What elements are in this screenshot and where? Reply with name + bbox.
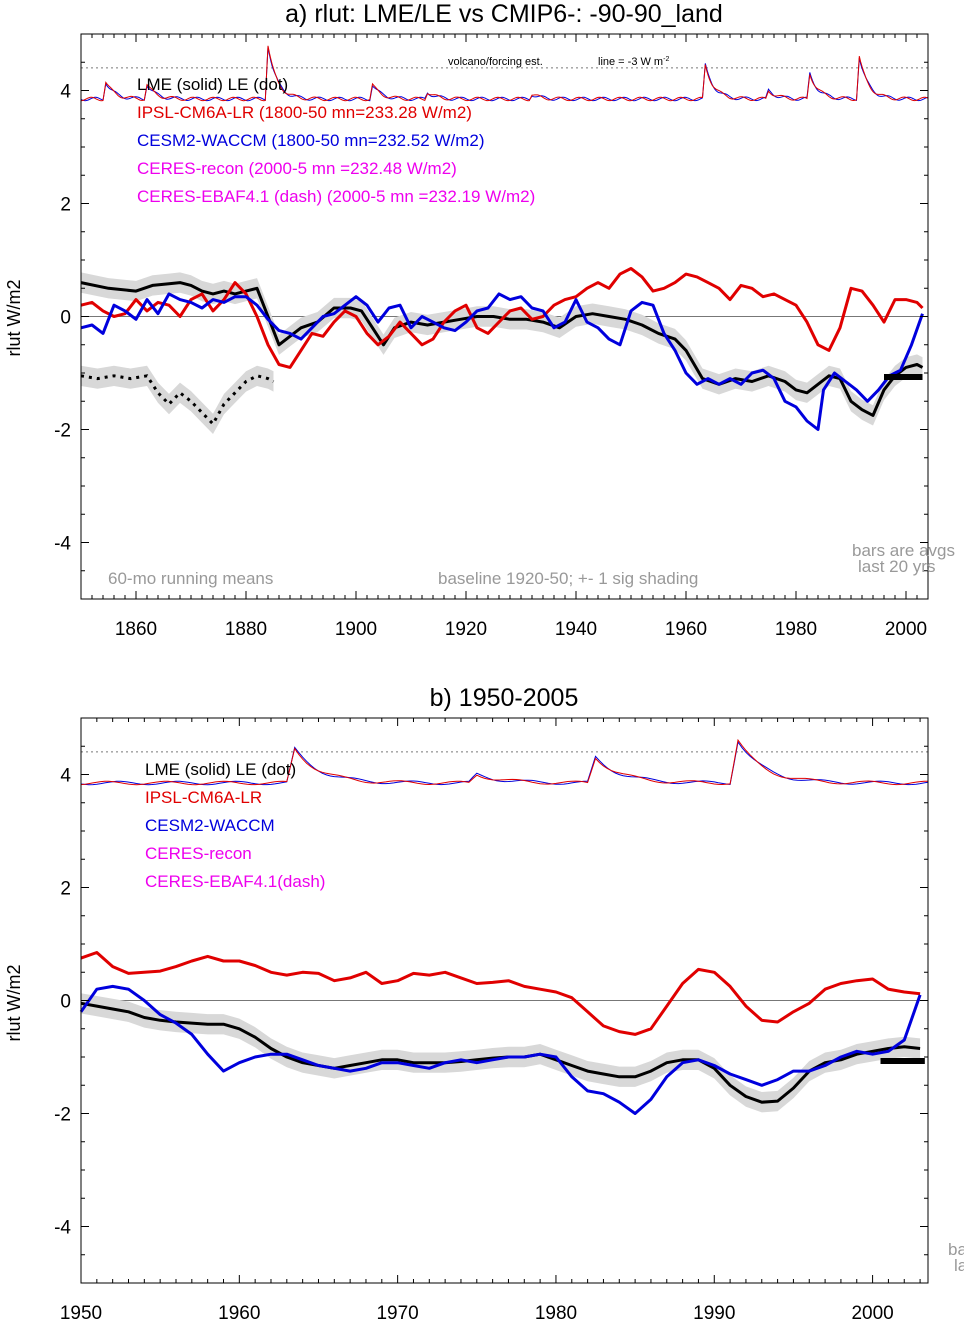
x-tick-label: 1900: [335, 619, 377, 640]
lme-shading: [81, 993, 921, 1113]
note-bars-2: last 20 yrs: [858, 557, 935, 576]
x-tick-label: 1970: [376, 1303, 418, 1324]
legend-ceres-recon: CERES-recon (2000-5 mn =232.48 W/m2): [137, 159, 457, 178]
cesm2-waccm-line: [80, 292, 924, 431]
legend-lme: LME (solid) LE (dot): [137, 75, 288, 94]
volcano-line-text: line = -3 W m: [598, 56, 663, 68]
x-tick-label: 1960: [665, 619, 707, 640]
legend-lme: LME (solid) LE (dot): [145, 760, 296, 779]
x-tick-label: 1860: [115, 619, 157, 640]
y-tick-label: 2: [60, 195, 71, 216]
volcano-cesm-line: [80, 46, 929, 102]
x-tick-label: 1980: [775, 619, 817, 640]
y-tick-label: -2: [54, 1105, 71, 1126]
y-tick-label: -4: [54, 534, 71, 555]
panel-a-title: a) rlut: LME/LE vs CMIP6-: -90-90_land: [285, 0, 723, 28]
x-tick-label: 1990: [693, 1303, 735, 1324]
legend-cesm: CESM2-WACCM: [145, 816, 275, 835]
y-tick-label: -2: [54, 421, 71, 442]
note-running-means: 60-mo running means: [108, 569, 273, 588]
legend-ipsl: IPSL-CM6A-LR: [145, 788, 262, 807]
y-tick-label: 2: [60, 879, 71, 900]
y-tick-label: 4: [60, 766, 71, 787]
x-tick-label: 1940: [555, 619, 597, 640]
ipsl-cm6a-lr-line: [80, 951, 921, 1036]
note-bars-1: bars are avgs: [852, 541, 955, 560]
x-tick-label: 2000: [851, 1303, 893, 1324]
y-tick-label: 0: [60, 308, 71, 329]
y-tick-label: 0: [60, 992, 71, 1013]
panel-b-plot: -4 -2 0 2 4 1950 1960 1970 1980 1990 2000: [54, 717, 929, 1324]
legend-cesm: CESM2-WACCM (1800-50 mn=232.52 W/m2): [137, 131, 485, 150]
volcano-ipsl-line: [80, 738, 928, 786]
legend-ipsl: IPSL-CM6A-LR (1800-50 mn=233.28 W/m2): [137, 103, 472, 122]
lme-line: [80, 281, 924, 417]
x-tick-label: 2000: [885, 619, 927, 640]
cesm2-waccm-line: [79, 984, 922, 1115]
note-bars-1: ba: [948, 1240, 964, 1259]
y-tick-label: 4: [60, 82, 71, 103]
lme-shading: [81, 272, 923, 426]
volcano-ipsl-line: [80, 45, 929, 102]
note-bars-2: la: [954, 1256, 964, 1275]
x-tick-label: 1880: [225, 619, 267, 640]
le-shading: [81, 365, 274, 434]
panel-b-legend: LME (solid) LE (dot) IPSL-CM6A-LR CESM2-…: [145, 760, 325, 891]
panel-b: b) 1950-2005 rlut W/m2 -4 -2 0 2 4 1950 1960 19…: [4, 684, 964, 1324]
note-baseline: baseline 1920-50; +- 1 sig shading: [438, 569, 698, 588]
volcano-line-label: line = -3 W m-2: [598, 56, 669, 68]
panel-a: a) rlut: LME/LE vs CMIP6-: -90-90_land r…: [4, 0, 955, 640]
volcano-label: volcano/forcing est.: [448, 56, 543, 68]
legend-ceres-ebaf: CERES-EBAF4.1(dash): [145, 872, 325, 891]
legend-ceres-recon: CERES-recon: [145, 844, 252, 863]
panel-a-plot: -4 -2 0 2 4 1860 1880 1900 1920 1940 1960 1980 2000: [54, 33, 929, 640]
legend-ceres-ebaf: CERES-EBAF4.1 (dash) (2000-5 mn =232.19 …: [137, 187, 535, 206]
panel-a-legend: LME (solid) LE (dot) IPSL-CM6A-LR (1800-…: [137, 75, 535, 206]
panel-b-ylabel: rlut W/m2: [4, 964, 24, 1041]
volcano-line-sup: -2: [663, 56, 669, 63]
panel-a-ylabel: rlut W/m2: [4, 279, 24, 356]
x-tick-label: 1950: [60, 1303, 102, 1324]
y-tick-label: -4: [54, 1218, 71, 1239]
x-tick-label: 1980: [535, 1303, 577, 1324]
x-tick-label: 1920: [445, 619, 487, 640]
x-tick-label: 1960: [218, 1303, 260, 1324]
panel-b-title: b) 1950-2005: [430, 684, 579, 712]
